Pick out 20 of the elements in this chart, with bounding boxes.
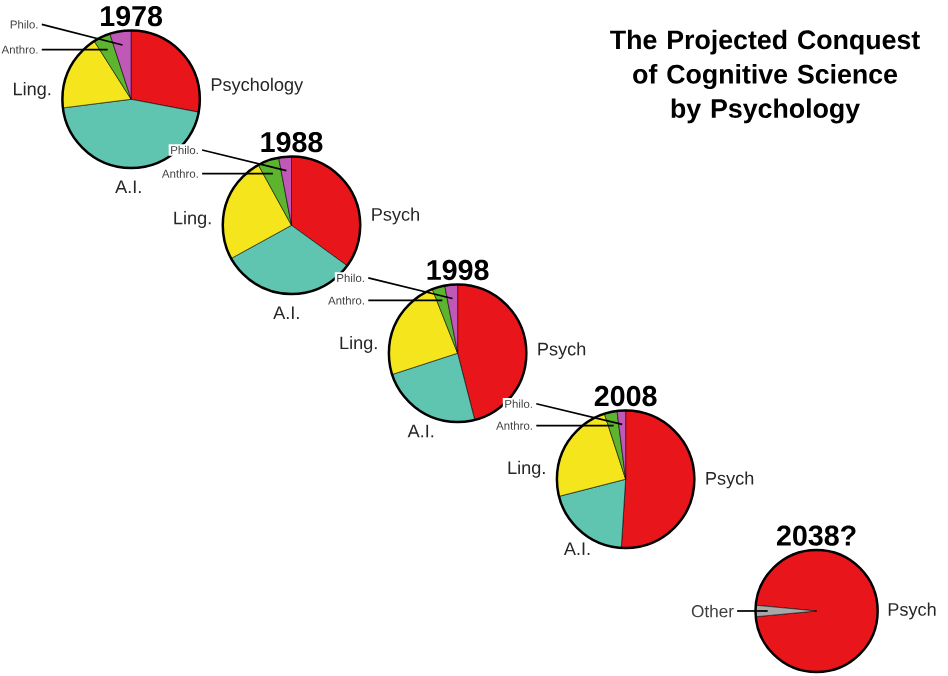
chart-title: 1988 — [261, 131, 323, 153]
legend-label: Psych — [706, 471, 754, 489]
legend-label: Psych — [372, 207, 420, 225]
legend-label: Psych — [888, 602, 936, 620]
slice-label: A.I. — [407, 424, 434, 438]
slice-label: Psychology — [211, 77, 304, 95]
slice-label: Other — [691, 604, 734, 618]
text: The Projected Conquest of Cognitive Science by Psychology — [610, 29, 920, 124]
slice-label: A.I. — [563, 542, 590, 555]
slice-label: A.I. — [273, 306, 299, 320]
legend-label: Psych — [538, 342, 586, 360]
slice-label: Ling. — [174, 211, 211, 229]
chart-title: 1998 — [427, 259, 489, 281]
slice-label: A.I. — [115, 180, 141, 194]
chart-title: 1978 — [101, 5, 163, 27]
slice-label: Ling. — [340, 336, 377, 353]
chart-title: 2008 — [594, 385, 657, 407]
slice-label: Ling. — [14, 82, 51, 99]
slice-label: Ling. — [508, 460, 545, 478]
chart-title: 2038? — [776, 525, 856, 546]
